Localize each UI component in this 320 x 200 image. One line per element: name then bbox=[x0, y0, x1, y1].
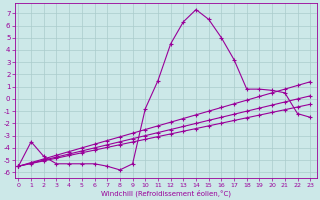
X-axis label: Windchill (Refroidissement éolien,°C): Windchill (Refroidissement éolien,°C) bbox=[100, 189, 231, 197]
